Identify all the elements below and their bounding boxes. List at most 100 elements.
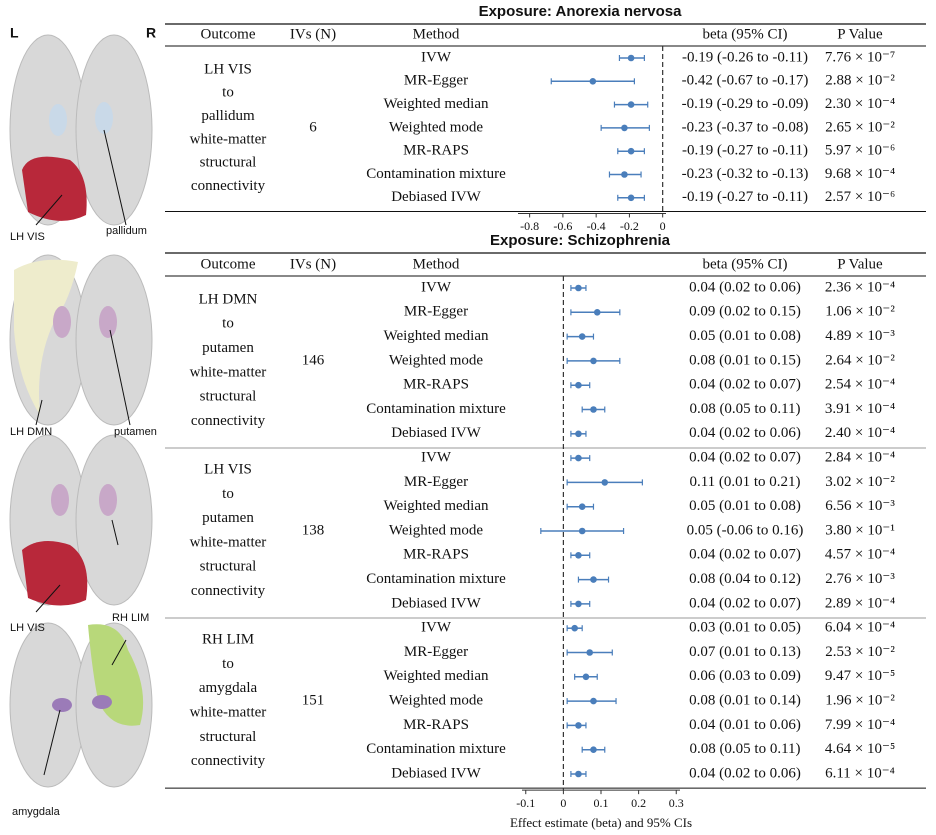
p-value: 2.89 × 10⁻⁴ bbox=[825, 595, 895, 611]
x-axis-title: Effect estimate (beta) and 95% CIs bbox=[510, 815, 692, 830]
method-label: Weighted median bbox=[383, 96, 489, 112]
p-value: 2.30 × 10⁻⁴ bbox=[825, 96, 895, 112]
method-label: Weighted median bbox=[383, 498, 489, 514]
chart-title: Exposure: Anorexia nervosa bbox=[479, 3, 683, 20]
point-estimate bbox=[627, 194, 635, 202]
point-estimate bbox=[621, 171, 628, 178]
p-value: 2.57 × 10⁻⁶ bbox=[825, 189, 895, 205]
column-header: Outcome bbox=[201, 256, 256, 272]
outcome-label: RH LIM bbox=[202, 632, 254, 648]
ci-label: -0.19 (-0.29 to -0.09) bbox=[682, 96, 809, 112]
point-estimate bbox=[590, 576, 597, 583]
column-header: P Value bbox=[837, 256, 883, 272]
point-estimate bbox=[593, 309, 601, 316]
ci-label: 0.04 (0.02 to 0.06) bbox=[689, 425, 801, 441]
x-tick-label: -0.4 bbox=[587, 219, 606, 233]
chart-title: Exposure: Schizophrenia bbox=[490, 232, 671, 249]
method-label: Contamination mixture bbox=[366, 741, 506, 757]
point-estimate bbox=[578, 333, 586, 340]
ci-label: -0.23 (-0.37 to -0.08) bbox=[682, 119, 809, 135]
p-value: 2.65 × 10⁻² bbox=[825, 119, 895, 135]
ci-label: -0.19 (-0.26 to -0.11) bbox=[682, 49, 808, 65]
method-label: MR-Egger bbox=[404, 73, 468, 89]
method-label: Contamination mixture bbox=[366, 571, 506, 587]
brain-panels: L R bbox=[9, 25, 157, 818]
outcome-label: structural bbox=[200, 729, 257, 745]
brain-image bbox=[9, 34, 153, 226]
outcome-label: LH VIS bbox=[204, 462, 252, 478]
outcome-label: structural bbox=[200, 155, 257, 171]
method-label: Weighted mode bbox=[389, 119, 484, 135]
x-tick-label: 0.3 bbox=[669, 796, 684, 810]
brain-label: RH LIM bbox=[112, 612, 149, 624]
method-label: MR-Egger bbox=[404, 644, 468, 660]
method-label: Debiased IVW bbox=[391, 189, 481, 205]
p-value: 5.97 × 10⁻⁶ bbox=[825, 143, 895, 159]
p-value: 3.80 × 10⁻¹ bbox=[825, 522, 895, 538]
ci-label: 0.04 (0.02 to 0.07) bbox=[689, 377, 801, 393]
left-label: L bbox=[10, 25, 19, 41]
column-header: IVs (N) bbox=[290, 256, 336, 272]
brain-label: LH VIS bbox=[10, 231, 45, 243]
method-label: IVW bbox=[421, 279, 452, 295]
column-header: Outcome bbox=[201, 26, 256, 42]
point-estimate bbox=[627, 54, 635, 62]
method-label: MR-RAPS bbox=[403, 717, 469, 733]
brain-image bbox=[9, 622, 153, 788]
ci-label: 0.04 (0.02 to 0.07) bbox=[689, 547, 801, 563]
ci-label: 0.04 (0.02 to 0.06) bbox=[689, 279, 801, 295]
outcome-label: white-matter bbox=[190, 131, 267, 147]
outcome-label: to bbox=[222, 316, 234, 332]
method-label: IVW bbox=[421, 450, 452, 466]
ivs-count: 6 bbox=[309, 119, 317, 135]
point-estimate bbox=[575, 770, 582, 778]
method-label: Contamination mixture bbox=[366, 166, 506, 182]
point-estimate bbox=[582, 673, 590, 681]
outcome-label: pallidum bbox=[201, 108, 255, 124]
point-estimate bbox=[627, 101, 635, 108]
column-header: Method bbox=[413, 26, 460, 42]
method-label: Weighted median bbox=[383, 668, 489, 684]
point-estimate bbox=[575, 430, 582, 438]
point-estimate bbox=[578, 527, 586, 535]
x-tick-label: -0.1 bbox=[516, 796, 535, 810]
ci-label: 0.09 (0.02 to 0.15) bbox=[689, 304, 801, 320]
p-value: 1.06 × 10⁻² bbox=[825, 304, 895, 320]
outcome-label: amygdala bbox=[199, 680, 258, 696]
point-estimate bbox=[589, 78, 597, 85]
outcome-label: putamen bbox=[202, 510, 254, 526]
x-tick-label: 0 bbox=[660, 219, 666, 233]
method-label: MR-Egger bbox=[404, 304, 468, 320]
method-label: Weighted median bbox=[383, 328, 489, 344]
ci-label: 0.04 (0.01 to 0.06) bbox=[689, 717, 801, 733]
point-estimate bbox=[571, 624, 578, 632]
p-value: 2.54 × 10⁻⁴ bbox=[825, 377, 895, 393]
p-value: 2.40 × 10⁻⁴ bbox=[825, 425, 895, 441]
point-estimate bbox=[621, 124, 628, 132]
ci-label: 0.04 (0.02 to 0.06) bbox=[689, 765, 801, 781]
outcome-label: LH DMN bbox=[199, 291, 258, 307]
p-value: 4.89 × 10⁻³ bbox=[825, 328, 895, 344]
p-value: 2.64 × 10⁻² bbox=[825, 352, 895, 368]
method-label: Debiased IVW bbox=[391, 765, 481, 781]
outcome-label: to bbox=[222, 486, 234, 502]
x-tick-label: 0.2 bbox=[631, 796, 646, 810]
outcome-label: putamen bbox=[202, 340, 254, 356]
ci-label: 0.04 (0.02 to 0.07) bbox=[689, 595, 801, 611]
point-estimate bbox=[575, 454, 582, 462]
point-estimate bbox=[586, 649, 594, 656]
x-tick-label: -0.8 bbox=[520, 219, 539, 233]
ci-label: 0.05 (0.01 to 0.08) bbox=[689, 328, 801, 344]
method-label: IVW bbox=[421, 620, 452, 636]
ci-label: 0.07 (0.01 to 0.13) bbox=[689, 644, 801, 660]
p-value: 1.96 × 10⁻² bbox=[825, 693, 895, 709]
p-value: 2.36 × 10⁻⁴ bbox=[825, 279, 895, 295]
method-label: Debiased IVW bbox=[391, 595, 481, 611]
p-value: 7.99 × 10⁻⁴ bbox=[825, 717, 895, 733]
column-header: P Value bbox=[837, 26, 883, 42]
outcome-label: connectivity bbox=[191, 413, 266, 429]
ci-label: -0.42 (-0.67 to -0.17) bbox=[682, 73, 809, 89]
outcome-label: white-matter bbox=[190, 534, 267, 550]
ci-label: -0.19 (-0.27 to -0.11) bbox=[682, 143, 808, 159]
point-estimate bbox=[575, 722, 582, 729]
